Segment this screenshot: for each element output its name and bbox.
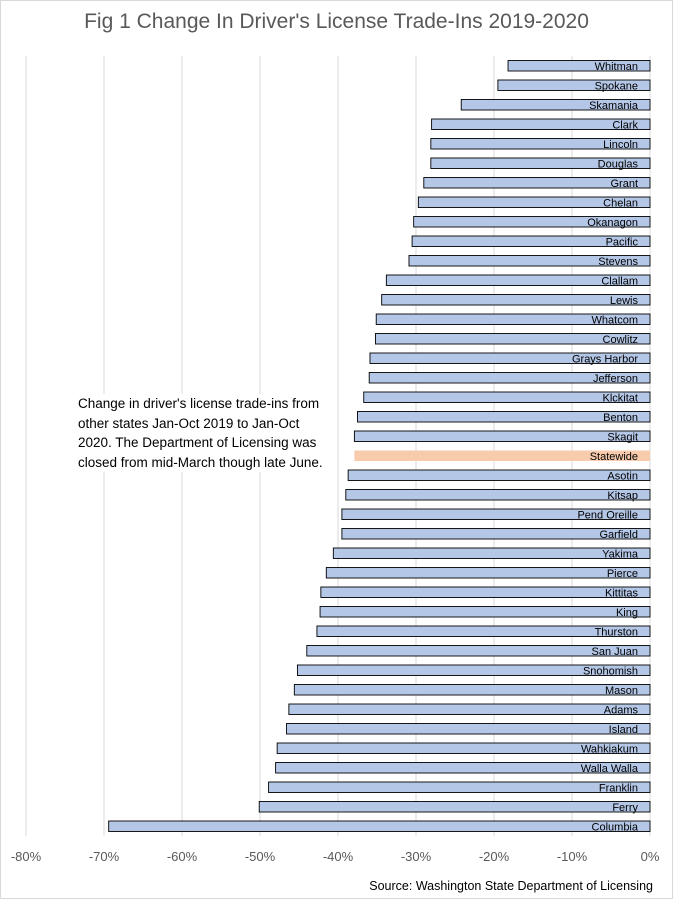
bar-label: Snohomish [583,665,638,677]
bar-cowlitz [374,333,651,345]
bar-wahkiakum [276,742,651,754]
bar-benton [357,411,651,423]
x-tick-label: -80% [11,849,42,864]
bar-clallam [385,274,651,286]
bar-garfield [341,528,651,540]
bar-whitman [507,60,651,72]
bar-mason [293,684,651,696]
bar-pacific [411,235,651,247]
bar-label: San Juan [592,646,638,658]
bar-label: Grays Harbor [572,353,638,365]
bar-label: Cowlitz [603,334,638,346]
bar-thurston [316,625,651,637]
bar-label: Pend Oreille [577,509,638,521]
bar-labels: Whitman Spokane Skamania Clark Lincoln Dougla… [572,61,639,834]
x-tick-label: -30% [401,849,432,864]
x-tick-label: -60% [167,849,198,864]
bar-chelan [417,196,651,208]
bar-label: Clark [612,119,638,131]
bar-label: Skamania [589,100,639,112]
bar-label: Stevens [598,256,638,268]
bar-label: Kitsap [607,490,638,502]
source-note: Source: Washington State Department of L… [369,879,653,893]
chart-annotation: Change in driver's license trade-ins fro… [78,394,328,472]
bar-yakima [332,547,651,559]
bar-grays-harbor [369,352,651,364]
bar-label: Lincoln [603,139,638,151]
bar-clark [431,118,651,130]
bar-label: Lewis [610,295,639,307]
bar-label: Benton [603,412,638,424]
bar-label: Spokane [595,80,638,92]
bar-franklin [268,781,651,793]
bar-snohomish [296,664,651,676]
bar-columbia [108,820,651,832]
x-tick-label: -40% [323,849,354,864]
bar-kitsap [345,489,651,501]
bar-lincoln [430,138,651,150]
bar-label: Douglas [598,158,639,170]
x-axis-tick-labels: -80% -70% -60% -50% -40% -30% -20% -10% 0% [11,849,660,864]
x-tick-label: -20% [479,849,510,864]
bar-statewide [354,450,650,461]
bar-spokane [497,79,651,91]
bar-label: Whitman [595,61,638,73]
x-tick-label: -70% [89,849,120,864]
chart-title: Fig 1 Change In Driver's License Trade-I… [84,10,589,33]
bar-label: Franklin [599,782,638,794]
bar-label: Skagit [607,431,638,443]
x-tick-label: -10% [557,849,588,864]
bar-label: Ferry [612,802,638,814]
bar-label: King [616,607,638,619]
x-tick-label: 0% [641,849,660,864]
bar-label: Adams [604,704,639,716]
bar-douglas [430,157,651,169]
bar-skamania [460,99,651,111]
bar-label: Jefferson [593,373,638,385]
bars [108,60,651,832]
bar-label: Wahkiakum [581,743,638,755]
bar-kittitas [320,586,651,598]
bar-klckitat [363,391,651,403]
bar-label: Statewide [590,451,638,463]
bar-pend-oreille [341,508,651,520]
bar-skagit [353,430,651,442]
bar-label: Whatcom [592,314,638,326]
bar-label: Garfield [599,529,638,541]
bar-label: Yakima [602,548,639,560]
bar-label: Grant [610,178,638,190]
bar-san-juan [306,645,651,657]
bar-okanagon [413,216,651,228]
bar-adams [288,703,651,715]
bar-label: Asotin [607,470,638,482]
bar-label: Island [609,724,638,736]
bar-label: Okanagon [587,217,638,229]
bar-label: Mason [605,685,638,697]
bar-island [286,723,651,735]
bar-label: Chelan [603,197,638,209]
bar-label: Pacific [606,236,639,248]
bar-jefferson [368,372,651,384]
bar-lewis [381,294,651,306]
bar-label: Klckitat [603,392,638,404]
bar-whatcom [375,313,651,325]
bar-ferry [258,801,651,813]
bar-label: Walla Walla [581,763,639,775]
bar-pierce [325,567,651,579]
bar-king [319,606,651,618]
bar-asotin [347,469,651,481]
bar-label: Kittitas [605,587,639,599]
bar-label: Clallam [601,275,638,287]
bar-label: Columbia [592,821,639,833]
bar-label: Pierce [607,568,638,580]
bar-label: Thurston [595,626,638,638]
bar-walla-walla [275,762,651,774]
bar-grant [423,177,651,189]
x-tick-label: -50% [245,849,276,864]
bar-stevens [408,255,651,267]
